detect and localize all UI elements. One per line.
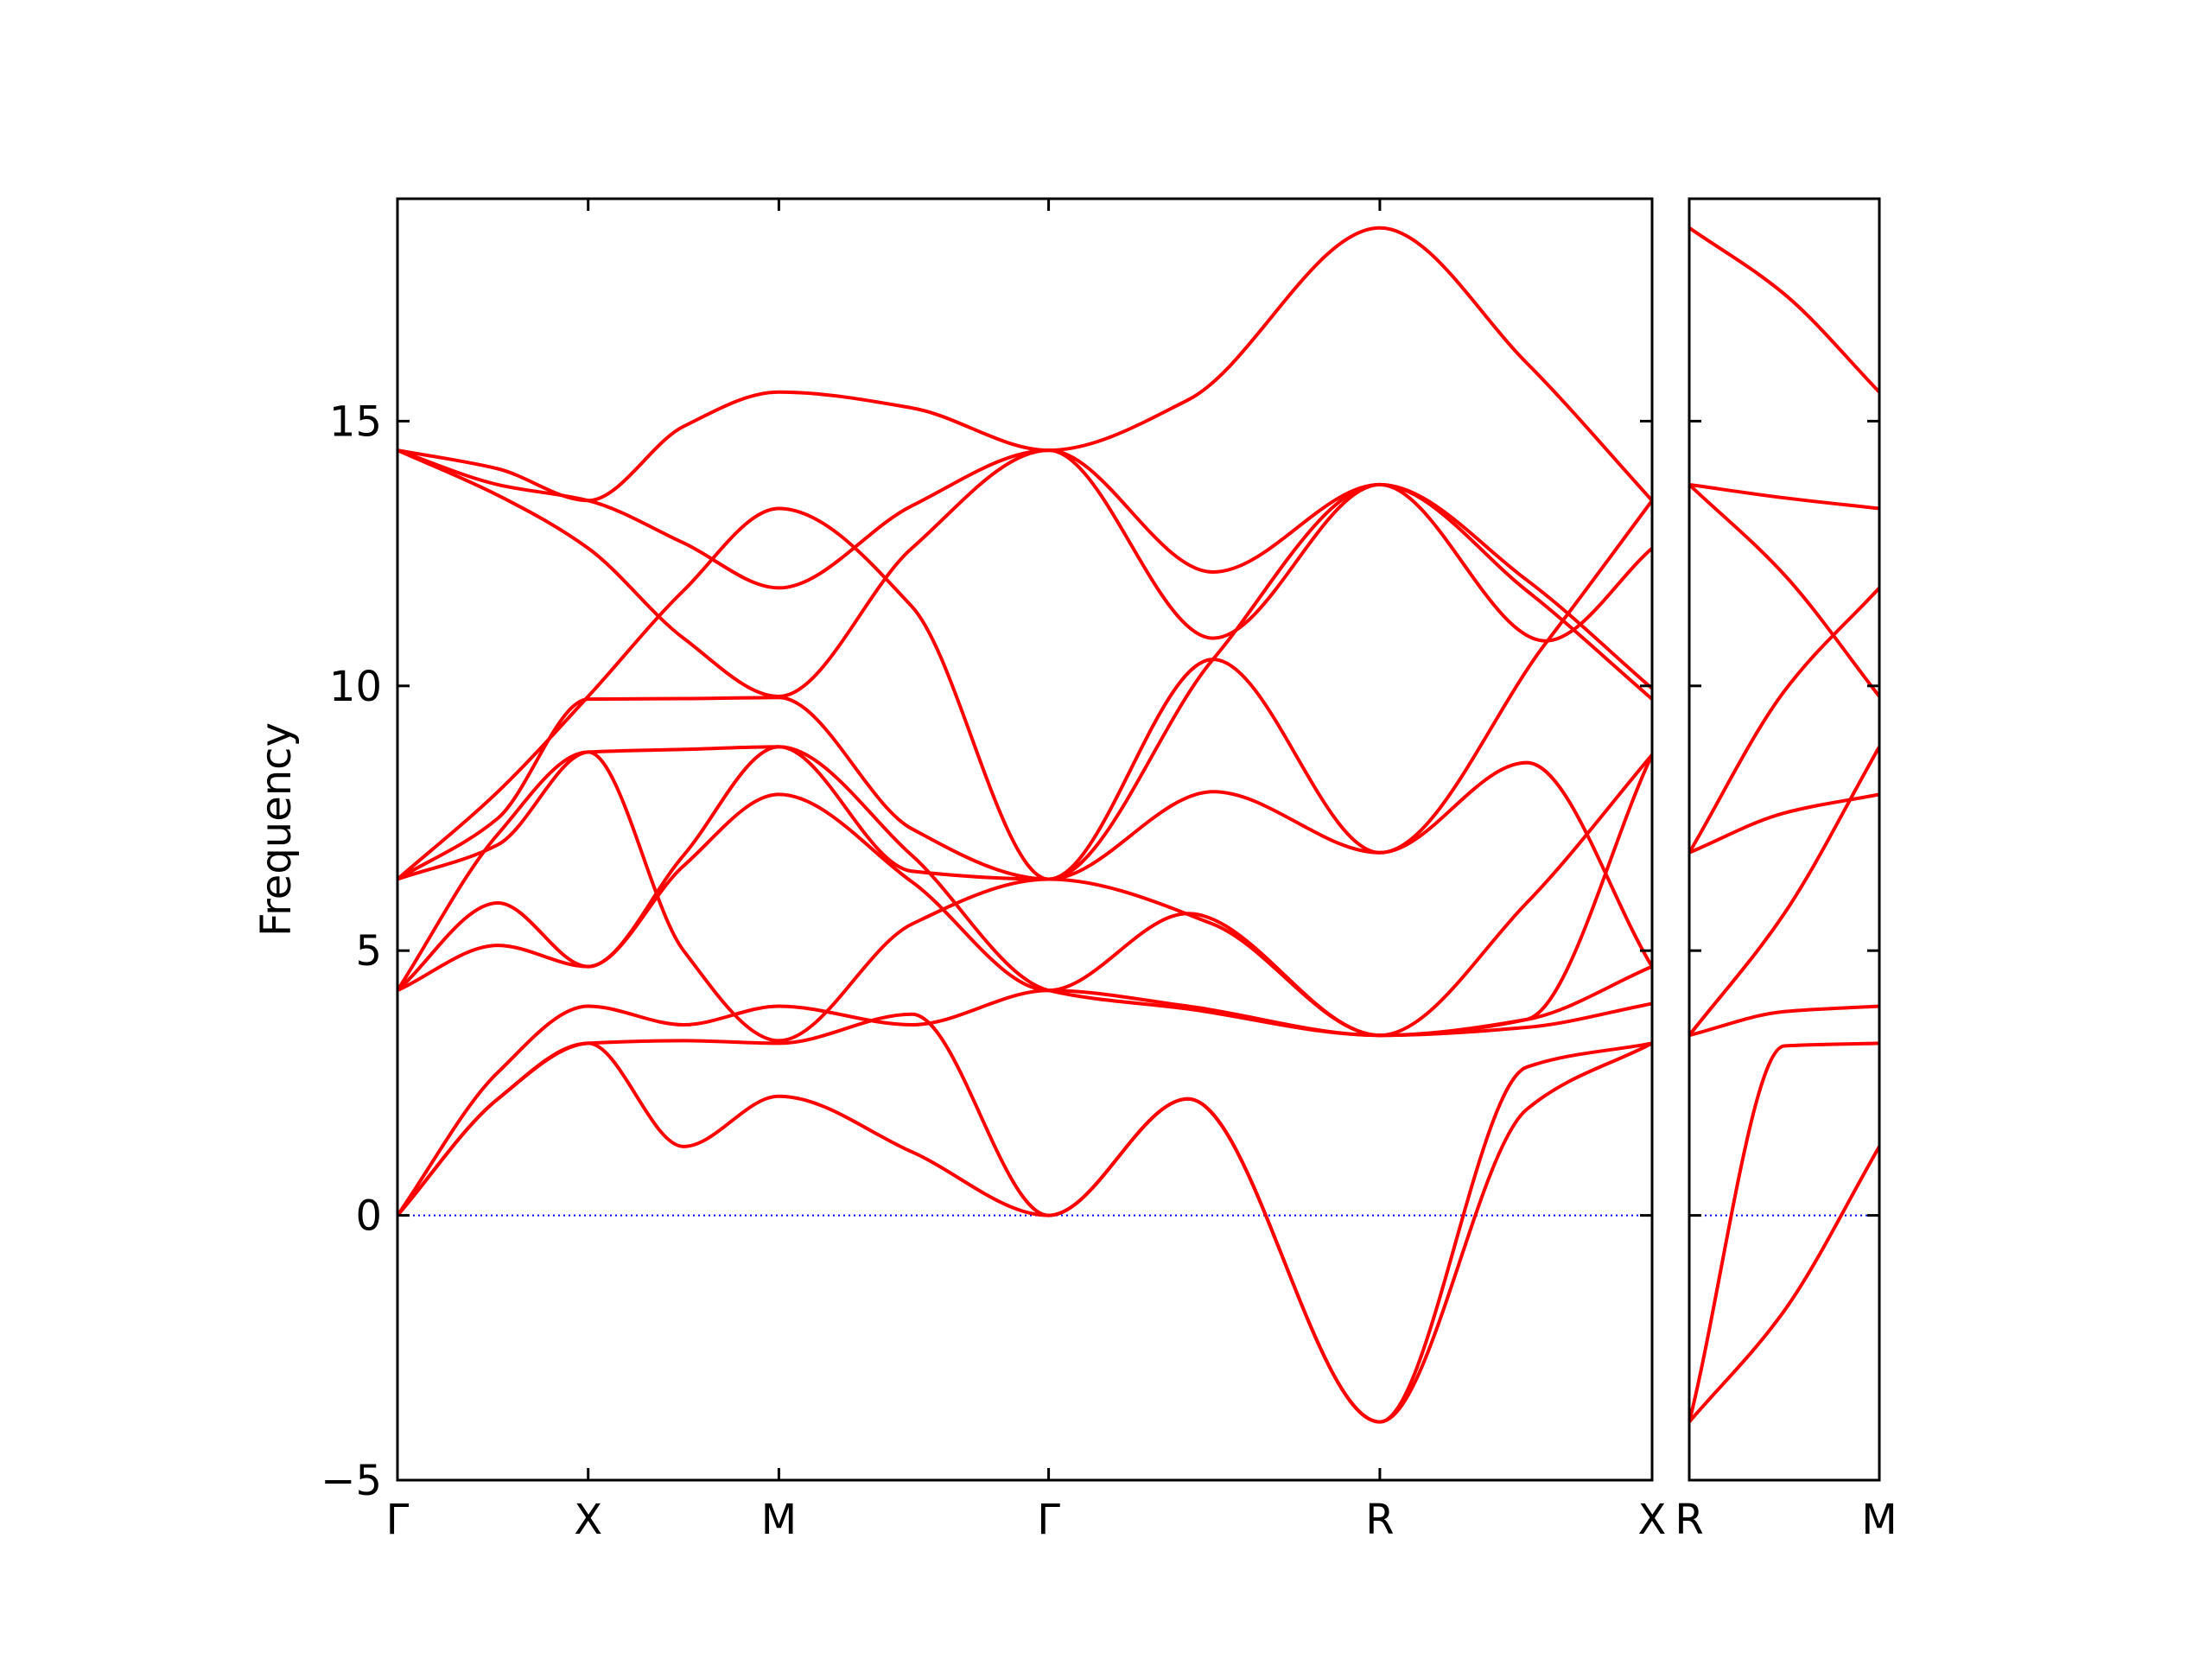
band-line-10 [397,988,1652,1217]
panel-main: −5 0 5 10 15 Γ X M Γ R X [321,197,1667,1544]
band-line-3 [1689,483,1879,698]
axes-frame [1688,197,1881,1482]
band-line-7 [397,750,1652,1043]
x-tick-label: X [574,1496,602,1544]
band-line-8 [1689,1041,1879,1423]
bands-main [397,226,1652,1424]
band-line-12 [397,1041,1652,1424]
y-tick-label: 0 [355,1192,382,1241]
x-tick-label: X [1638,1496,1667,1544]
y-tick-label: 5 [355,927,382,976]
x-tick-label: M [1861,1496,1897,1544]
bands-right [1689,226,1879,1423]
x-tick-label: Γ [386,1496,410,1544]
band-line-1 [1689,226,1879,394]
band-line-4 [1689,587,1879,854]
x-tick-label: R [1675,1496,1703,1544]
band-line-6 [1689,746,1879,1037]
band-line-9 [1689,1145,1879,1423]
y-axis-label: Frequency [252,722,301,937]
x-tick-label: M [761,1496,797,1544]
y-tick-label: −5 [321,1457,382,1505]
band-line-2 [397,448,1652,643]
axes-frame [396,197,1654,1482]
band-line-2 [1689,482,1879,511]
y-tick-label: 15 [329,397,382,446]
band-line-7 [1689,1004,1879,1038]
y-tick-label: 10 [329,663,382,711]
band-line-5 [397,499,1652,881]
band-line-9 [397,745,1652,1038]
x-tick-label: Γ [1037,1496,1060,1544]
x-tick-label: R [1365,1496,1394,1544]
